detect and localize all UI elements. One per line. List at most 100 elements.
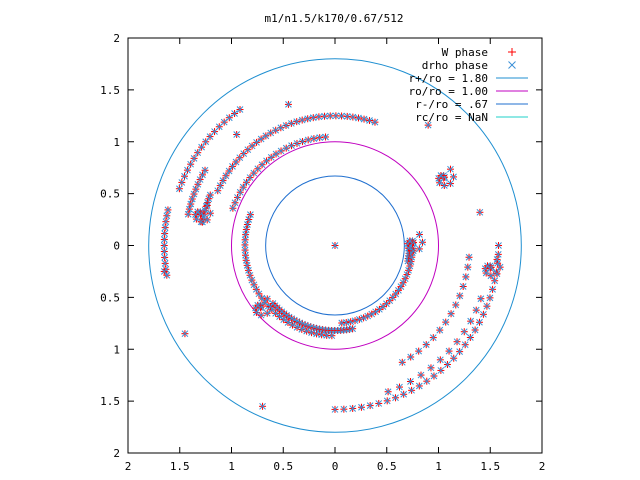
- data-point: [452, 301, 460, 309]
- data-point: [263, 309, 271, 317]
- y-tick-label: 1.5: [100, 395, 120, 408]
- data-point: [206, 209, 214, 217]
- data-point: [243, 220, 251, 228]
- data-point: [475, 318, 483, 326]
- data-point: [228, 162, 236, 170]
- x-tick-label: 1.5: [170, 460, 190, 473]
- data-point: [225, 167, 233, 175]
- y-tick-label: 1: [113, 136, 120, 149]
- data-point: [328, 332, 336, 340]
- data-point: [321, 112, 329, 120]
- data-point: [443, 361, 451, 369]
- data-point: [236, 154, 244, 162]
- data-point: [395, 383, 403, 391]
- data-point: [427, 364, 435, 372]
- data-point: [316, 134, 324, 142]
- data-point: [163, 212, 171, 220]
- data-point: [197, 218, 205, 226]
- data-point: [245, 216, 253, 224]
- data-point: [446, 180, 454, 188]
- legend-label: W phase: [442, 46, 488, 59]
- y-tick-label: 2: [113, 32, 120, 45]
- data-point: [424, 121, 432, 129]
- data-point: [161, 230, 169, 238]
- legend-item: W phase: [442, 46, 516, 59]
- data-point: [476, 208, 484, 216]
- y-tick-label: 0: [113, 240, 120, 253]
- x-tick-label: 0.5: [273, 460, 293, 473]
- data-point: [185, 205, 193, 213]
- data-point: [246, 211, 254, 219]
- data-point: [464, 263, 472, 271]
- data-point: [242, 178, 250, 186]
- circles-layer: [148, 58, 522, 433]
- data-point: [496, 263, 504, 271]
- data-point: [415, 347, 423, 355]
- data-point: [479, 310, 487, 318]
- data-point: [175, 185, 183, 193]
- data-point: [181, 330, 189, 338]
- data-point: [203, 216, 211, 224]
- data-point: [384, 388, 392, 396]
- data-point: [360, 314, 368, 322]
- data-point: [326, 112, 334, 120]
- data-point: [184, 210, 192, 218]
- legend-label: r-/ro = .67: [415, 98, 488, 111]
- data-point: [442, 318, 450, 326]
- legend-item: drho phase: [422, 59, 516, 72]
- data-point: [486, 294, 494, 302]
- data-point: [194, 149, 202, 157]
- data-point: [299, 138, 307, 146]
- data-point: [163, 271, 171, 279]
- data-point: [360, 115, 368, 123]
- data-point: [322, 133, 330, 141]
- ticks-layer: 2 1.5 1 0.5 0 0.5 1 1.5 221.510.500.511.52: [100, 32, 545, 473]
- data-point: [450, 173, 458, 181]
- data-point: [445, 347, 453, 355]
- data-point: [187, 200, 195, 208]
- data-point: [259, 402, 267, 410]
- data-point: [219, 177, 227, 185]
- data-point: [284, 100, 292, 108]
- data-point: [253, 138, 261, 146]
- data-point: [332, 112, 340, 120]
- data-point: [241, 246, 249, 254]
- data-point: [257, 311, 265, 319]
- data-point: [258, 294, 266, 302]
- data-point: [206, 133, 214, 141]
- x-tick-label: 1: [228, 460, 235, 473]
- data-point: [310, 135, 318, 143]
- data-point: [436, 326, 444, 334]
- data-point: [371, 118, 379, 126]
- data-point: [206, 191, 214, 199]
- x-tick-label: 2: [125, 460, 132, 473]
- data-point: [315, 113, 323, 121]
- data-point: [340, 405, 348, 413]
- data-point: [331, 405, 339, 413]
- data-point: [472, 306, 480, 314]
- data-point: [183, 166, 191, 174]
- data-point: [453, 338, 461, 346]
- data-point: [418, 238, 426, 246]
- data-point: [236, 106, 244, 114]
- data-point: [233, 193, 241, 201]
- x-tick-label: 1.5: [480, 460, 500, 473]
- data-point: [357, 403, 365, 411]
- data-point: [304, 136, 312, 144]
- data-point: [386, 297, 394, 305]
- data-point: [188, 195, 196, 203]
- data-point: [255, 290, 263, 298]
- y-tick-label: 2: [113, 447, 120, 460]
- data-point: [487, 272, 495, 280]
- data-point: [257, 135, 265, 143]
- data-point: [406, 377, 414, 385]
- data-point: [244, 266, 252, 274]
- data-point: [161, 259, 169, 267]
- data-point: [471, 326, 479, 334]
- circle-0: [148, 58, 522, 433]
- data-point: [220, 118, 228, 126]
- data-point: [467, 317, 475, 325]
- data-point: [460, 328, 468, 336]
